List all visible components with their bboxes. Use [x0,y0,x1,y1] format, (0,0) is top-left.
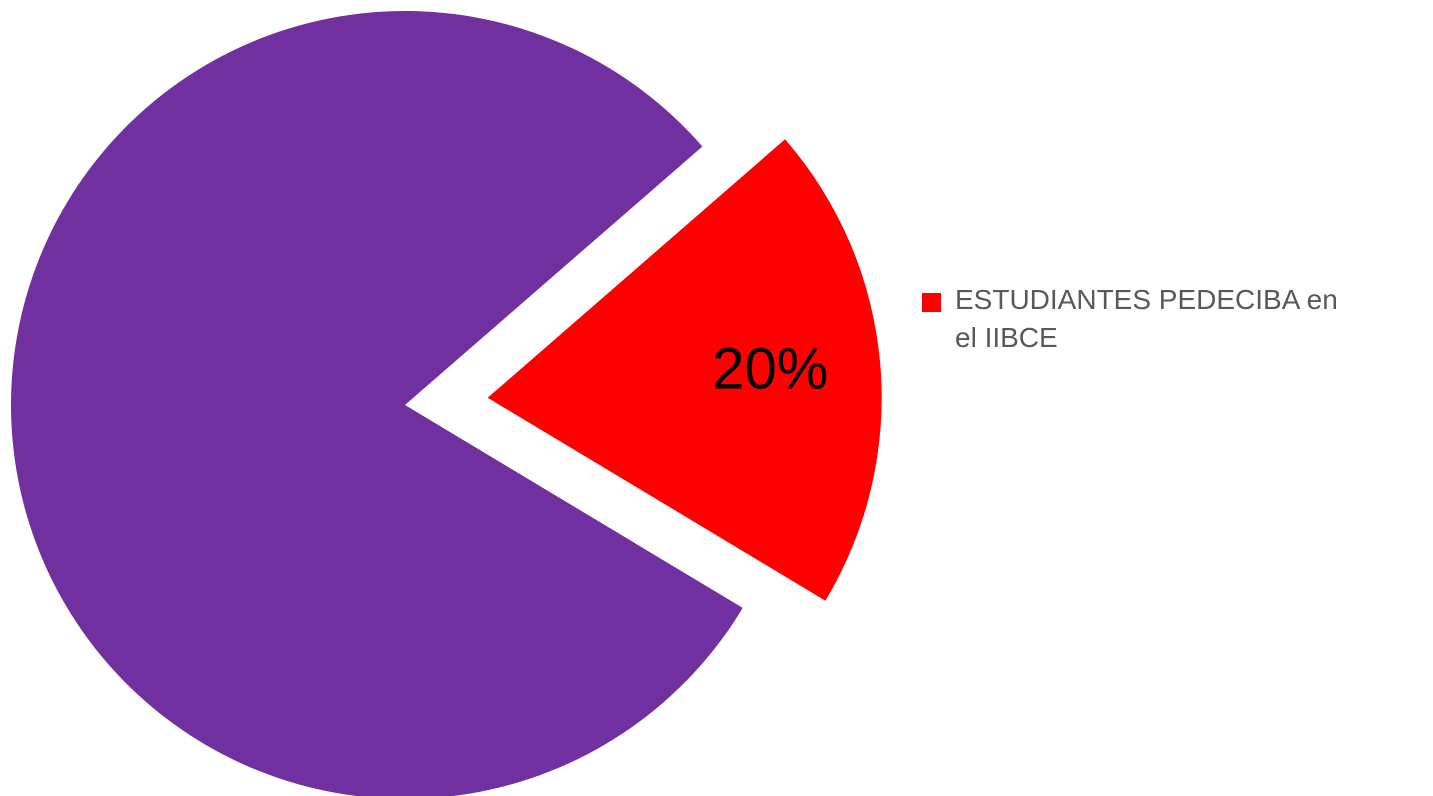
data-label: 20% [712,336,828,401]
legend-label: ESTUDIANTES PEDECIBA en el IIBCE [955,284,1338,353]
legend-swatch [922,293,941,312]
pie-slice [11,11,743,796]
pie-slice [487,139,882,601]
